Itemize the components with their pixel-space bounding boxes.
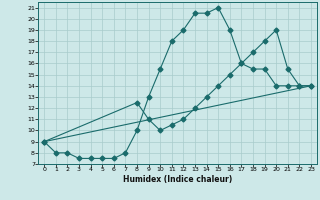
X-axis label: Humidex (Indice chaleur): Humidex (Indice chaleur)	[123, 175, 232, 184]
